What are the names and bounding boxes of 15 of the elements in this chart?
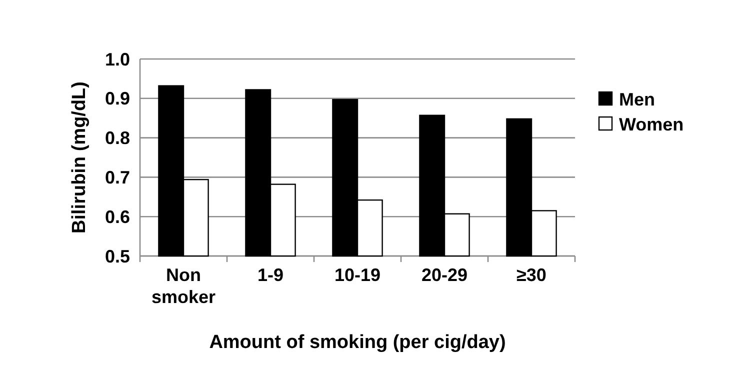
- legend-label: Women: [619, 114, 684, 134]
- x-tick-label: 20-29: [421, 265, 468, 285]
- y-tick-label: 1.0: [104, 49, 130, 70]
- x-tick-label: ≥30: [516, 265, 546, 285]
- y-tick-label: 0.7: [104, 168, 130, 188]
- x-axis-title: Amount of smoking (per cig/day): [209, 332, 506, 353]
- x-tick-label: 10-19: [334, 265, 381, 285]
- x-tick-label: Non smoker: [151, 265, 216, 307]
- y-tick-label: 0.6: [104, 206, 130, 227]
- y-tick-label: 0.9: [104, 88, 130, 109]
- y-axis-title: Bilirubin (mg/dL): [69, 82, 90, 234]
- y-tick-label: 0.8: [104, 128, 130, 148]
- x-tick-label: 1-9: [257, 265, 284, 285]
- y-tick-label: 0.5: [104, 246, 130, 266]
- legend-label: Men: [619, 89, 655, 110]
